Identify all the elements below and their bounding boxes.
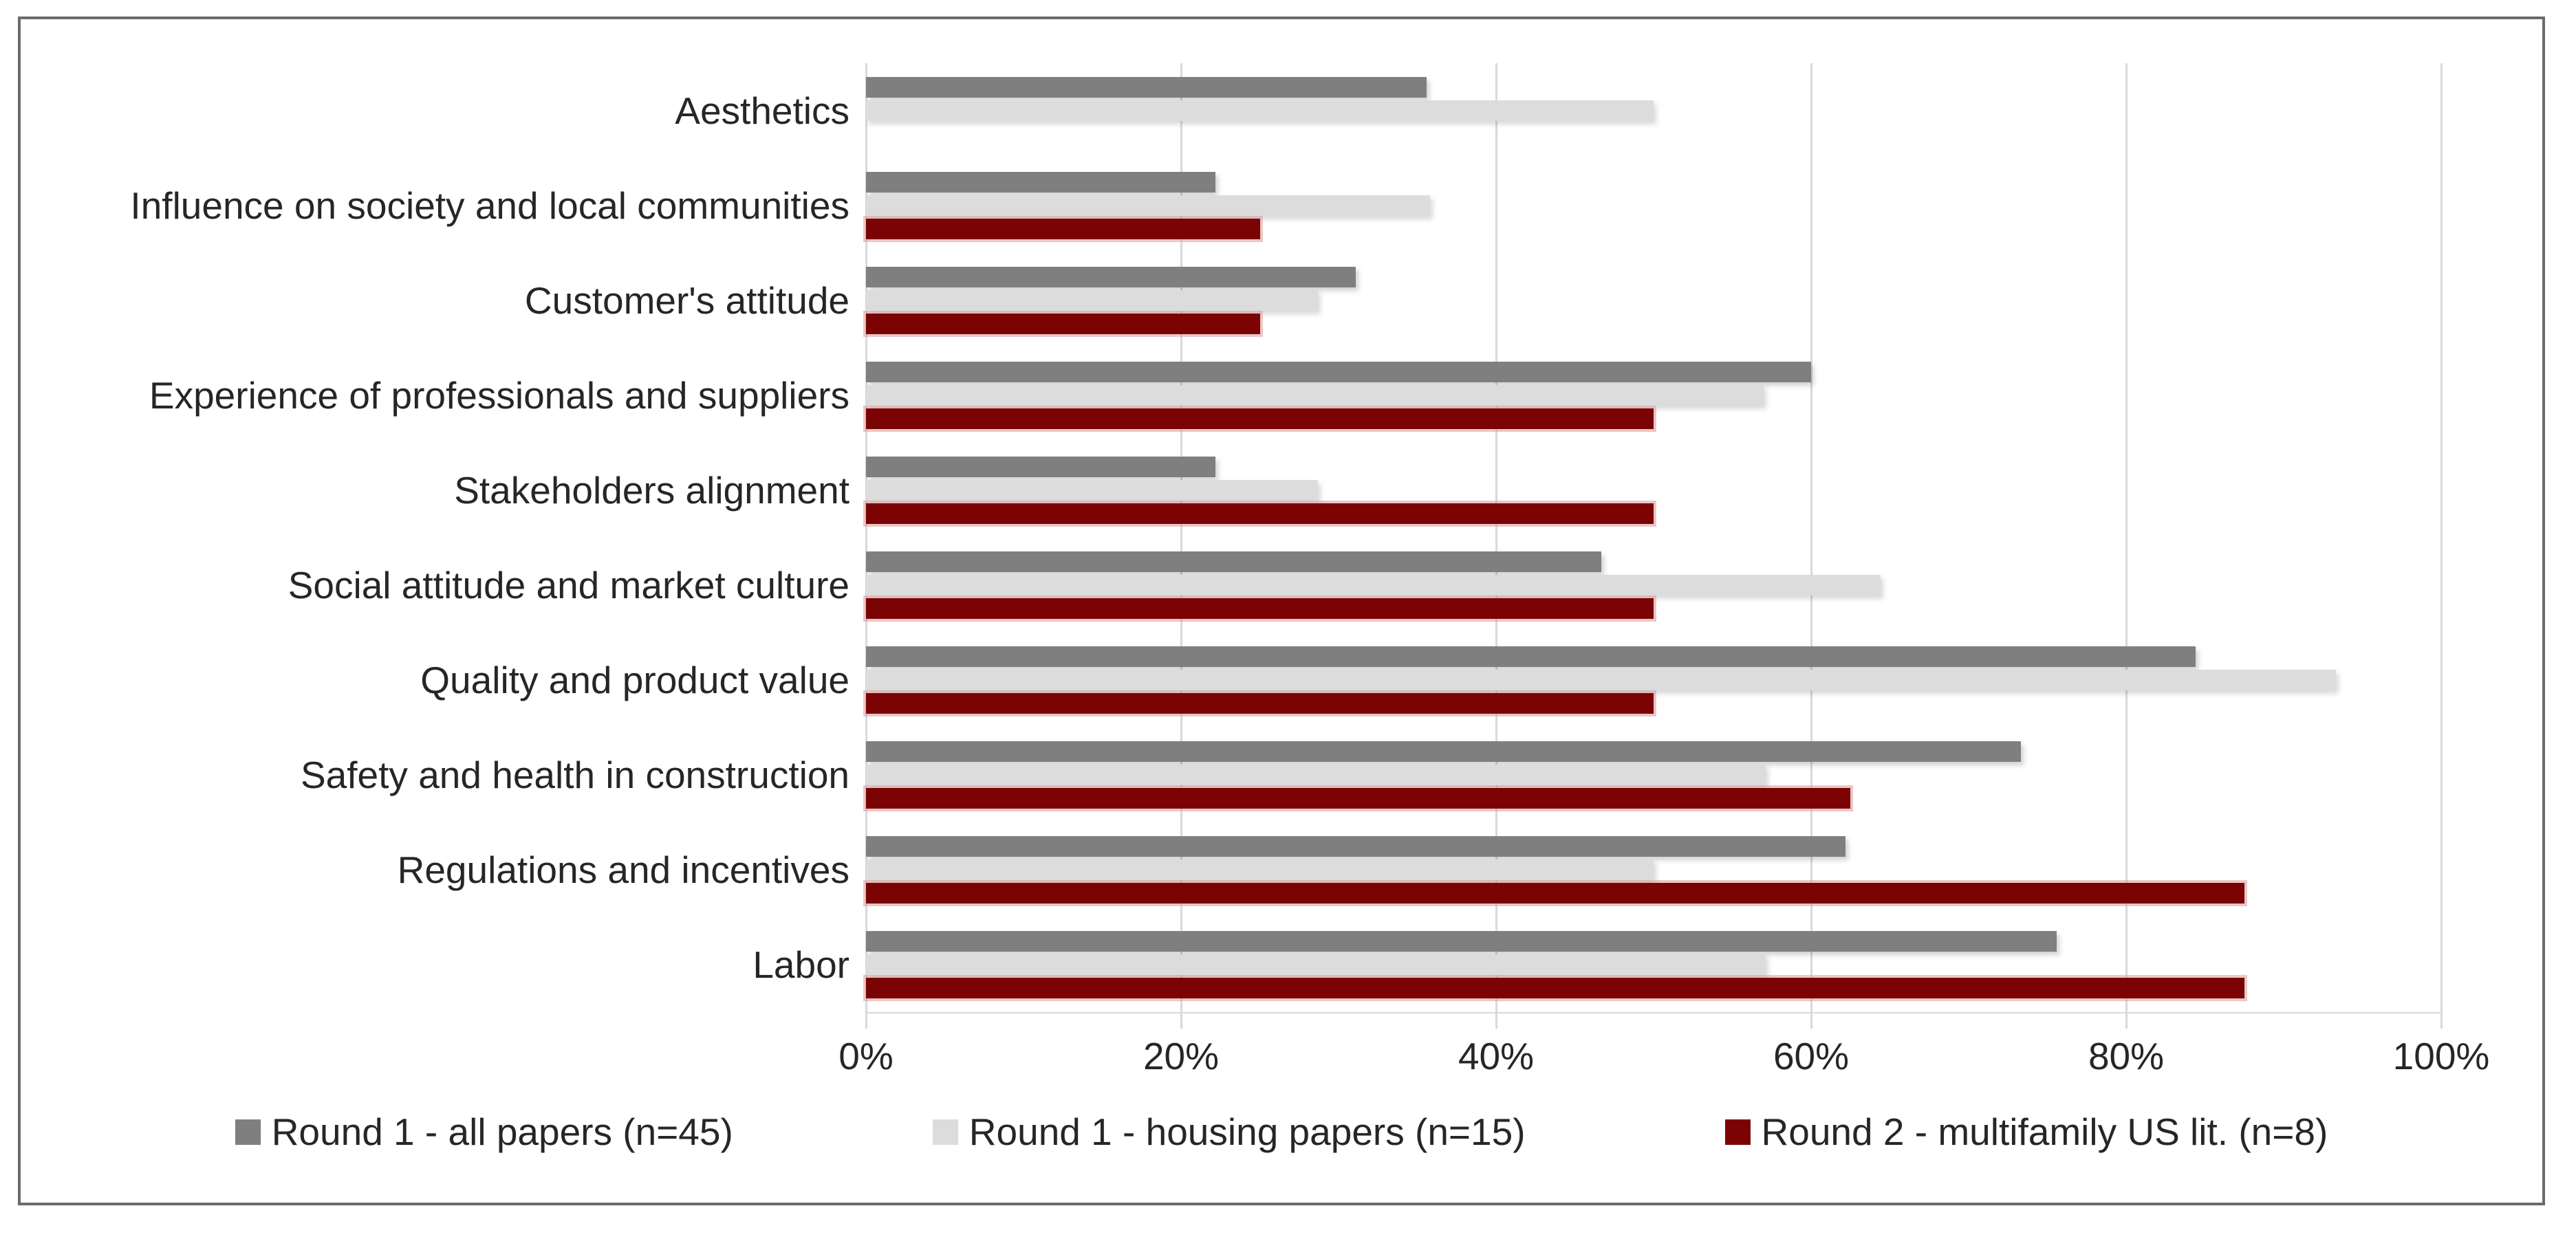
category-axis: Aesthetics Influence on society and local… [21,63,866,1014]
bar-chart: Aesthetics Influence on society and local… [21,63,2542,1173]
category-label: Social attitude and market culture [288,564,849,606]
x-tick-label: 0% [838,1035,894,1077]
x-tick-label: 80% [2088,1035,2165,1077]
gridline [2125,63,2128,1029]
bar-round1-all-papers [866,551,1602,572]
bar-group [866,822,2441,917]
category-label: Regulations and incentives [397,849,849,891]
x-tick-label: 60% [1773,1035,1850,1077]
gridline [1810,63,1812,1029]
legend-swatch-icon [1724,1119,1751,1145]
bar-round2-multifamily-us-lit [866,598,1654,619]
category-label: Influence on society and local communiti… [130,184,849,227]
bar-round1-housing-papers [866,765,1766,785]
bar-round2-multifamily-us-lit [866,978,2244,998]
bar-round1-housing-papers [866,575,1881,595]
category-label: Experience of professionals and supplier… [149,374,849,417]
category-label: Stakeholders alignment [454,469,849,512]
bar-round1-all-papers [866,172,1216,193]
bar-round2-multifamily-us-lit [866,693,1654,714]
category-label: Aesthetics [675,89,849,132]
bar-round2-multifamily-us-lit [866,788,1851,809]
x-axis: 0% 20% 40% 60% 80% 100% [838,1014,2489,1091]
bar-group [866,63,2441,158]
legend-label: Round 1 - housing papers (n=15) [968,1110,1526,1153]
bar-round1-housing-papers [866,100,1654,121]
bar-group [866,253,2441,348]
legend-swatch-icon [932,1119,958,1145]
gridline [1495,63,1497,1029]
bar-round1-all-papers [866,457,1216,477]
category-label: Safety and health in construction [300,754,849,796]
figure-border: Aesthetics Influence on society and local… [18,17,2545,1205]
bar-round1-housing-papers [866,480,1319,501]
legend-label: Round 2 - multifamily US lit. (n=8) [1761,1110,2328,1153]
bar-round1-housing-papers [866,670,2336,690]
x-tick-label: 20% [1143,1035,1220,1077]
bar-round1-all-papers [866,741,2021,762]
bar-round1-housing-papers [866,195,1430,216]
bar-round1-all-papers [866,267,1356,287]
bar-round1-housing-papers [866,860,1654,880]
bar-round1-all-papers [866,362,1811,382]
legend: Round 1 - all papers (n=45) Round 1 - hou… [21,1091,2542,1173]
bar-group [866,158,2441,253]
bar-rows [866,63,2441,1012]
bar-round2-multifamily-us-lit [866,408,1654,429]
x-tick-label: 100% [2392,1035,2490,1077]
category-label: Customer's attitude [524,279,849,322]
bar-round2-multifamily-us-lit [866,503,1654,524]
bar-round1-all-papers [866,646,2196,667]
bar-round1-all-papers [866,836,1846,857]
legend-label: Round 1 - all papers (n=45) [271,1110,733,1153]
bar-round2-multifamily-us-lit [866,219,1260,239]
bar-group [866,917,2441,1012]
gridline [1180,63,1182,1029]
legend-item-round1-all-papers: Round 1 - all papers (n=45) [235,1110,733,1154]
plot-area [865,63,2443,1029]
bar-round2-multifamily-us-lit [866,883,2244,904]
legend-item-round2-multifamily-us-lit: Round 2 - multifamily US lit. (n=8) [1724,1110,2328,1154]
category-label: Quality and product value [420,659,849,701]
bar-round2-multifamily-us-lit [866,314,1260,334]
bar-group [866,348,2441,443]
legend-item-round1-housing-papers: Round 1 - housing papers (n=15) [932,1110,1526,1154]
bar-group [866,633,2441,727]
bar-group [866,727,2441,822]
gridline [865,63,867,1029]
bar-group [866,443,2441,538]
x-tick-label: 40% [1458,1035,1535,1077]
bar-round1-housing-papers [866,954,1766,975]
bar-round1-housing-papers [866,385,1764,406]
bar-group [866,538,2441,633]
legend-swatch-icon [235,1119,261,1145]
bar-round1-all-papers [866,931,2057,952]
bar-round1-housing-papers [866,290,1319,311]
gridline [2440,63,2443,1029]
category-label: Labor [753,943,849,986]
chart-body: Aesthetics Influence on society and local… [21,63,2542,1029]
bar-round1-all-papers [866,77,1427,98]
